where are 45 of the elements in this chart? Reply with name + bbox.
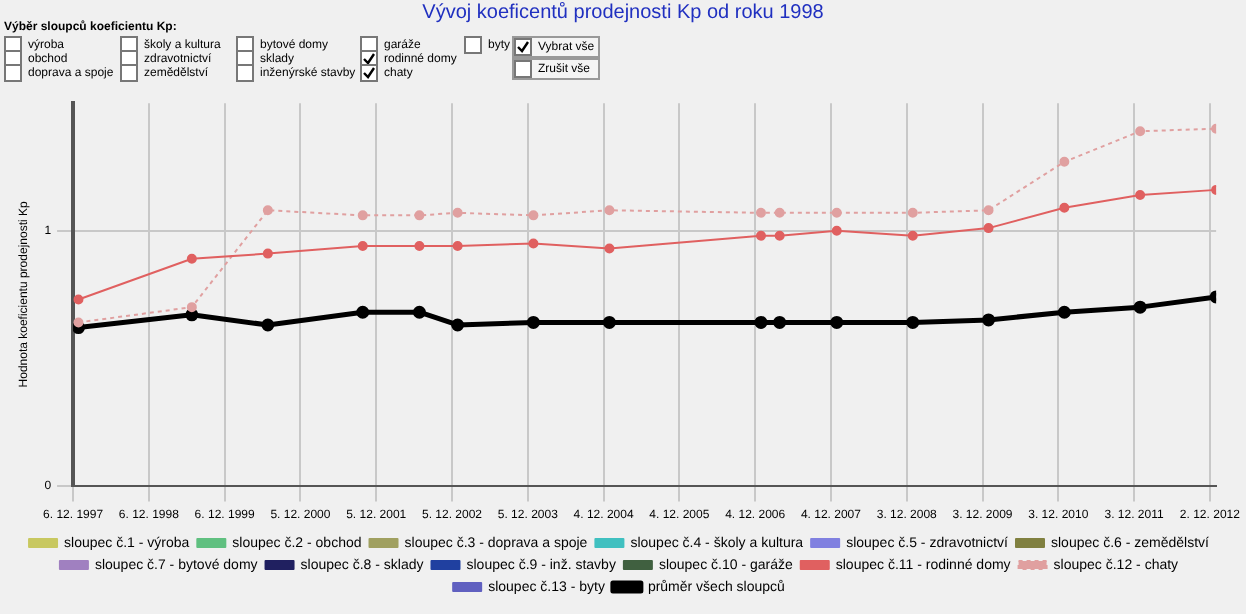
point bbox=[831, 207, 842, 218]
point bbox=[907, 207, 918, 218]
point bbox=[983, 205, 994, 216]
point bbox=[357, 240, 368, 251]
point bbox=[1135, 126, 1146, 137]
chart-title: Vývoj koeficentů prodejnosti Kp od roku 1998 bbox=[420, 2, 826, 24]
point bbox=[452, 240, 463, 251]
point bbox=[774, 230, 785, 241]
point bbox=[1059, 156, 1070, 167]
point bbox=[754, 315, 768, 329]
point bbox=[773, 315, 787, 329]
point bbox=[185, 308, 199, 322]
point bbox=[982, 313, 996, 327]
point bbox=[528, 210, 539, 221]
point bbox=[831, 225, 842, 236]
point bbox=[830, 315, 844, 329]
point bbox=[755, 207, 766, 218]
point bbox=[1057, 305, 1071, 319]
point bbox=[414, 210, 425, 221]
point bbox=[983, 223, 994, 234]
point bbox=[755, 230, 766, 241]
point bbox=[528, 238, 539, 249]
point bbox=[1133, 300, 1147, 314]
point bbox=[356, 305, 370, 319]
point bbox=[186, 253, 197, 264]
point bbox=[452, 207, 463, 218]
point bbox=[907, 230, 918, 241]
point bbox=[604, 243, 615, 254]
point bbox=[414, 240, 425, 251]
point bbox=[412, 305, 426, 319]
point bbox=[73, 317, 84, 328]
point bbox=[262, 248, 273, 259]
point bbox=[261, 318, 275, 332]
point bbox=[774, 207, 785, 218]
point bbox=[262, 205, 273, 216]
point bbox=[357, 210, 368, 221]
point bbox=[526, 315, 540, 329]
point bbox=[73, 294, 84, 305]
point bbox=[602, 315, 616, 329]
point bbox=[186, 302, 197, 313]
point bbox=[1135, 189, 1146, 200]
point bbox=[906, 315, 920, 329]
point bbox=[1059, 202, 1070, 213]
point bbox=[604, 205, 615, 216]
point bbox=[451, 318, 465, 332]
